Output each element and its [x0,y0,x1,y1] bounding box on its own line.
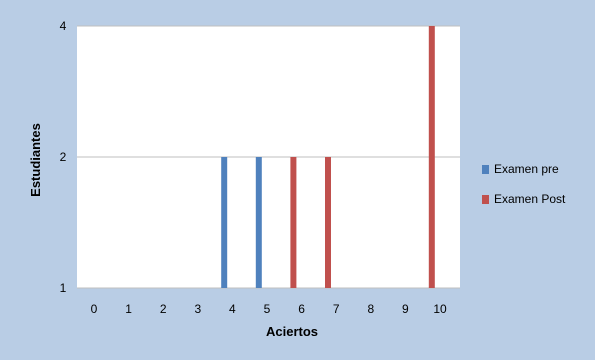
legend-swatch-examen-pre [482,165,489,174]
bar-examen-pre-2 [221,157,228,288]
x-tick-label-2: 2 [160,302,167,316]
x-tick-labels: 0 1 2 3 4 5 6 7 8 9 10 [91,302,447,316]
bar-examen-post-4 [290,157,297,288]
legend-swatch-examen-post [482,195,489,204]
gridlines [77,25,460,289]
y-tick-labels: 1 2 4 [60,19,67,295]
legend-label-examen-pre: Examen pre [494,162,559,176]
bar-examen-pre-3 [255,157,262,288]
x-axis-title: Aciertos [266,324,318,339]
bars [221,26,435,288]
y-tick-label-1: 1 [60,281,67,295]
legend: Examen pre Examen Post [482,162,566,206]
y-tick-label-4: 4 [60,19,67,33]
x-tick-label-9: 9 [402,302,409,316]
legend-label-examen-post: Examen Post [494,192,566,206]
y-tick-label-2: 2 [60,150,67,164]
bar-examen-post-8 [428,26,435,288]
x-tick-label-6: 6 [298,302,305,316]
bar-examen-post-5 [325,157,331,288]
x-tick-label-8: 8 [367,302,374,316]
x-tick-label-7: 7 [333,302,340,316]
x-tick-label-5: 5 [264,302,271,316]
x-tick-label-3: 3 [194,302,201,316]
x-tick-label-4: 4 [229,302,236,316]
x-tick-label-0: 0 [91,302,98,316]
x-tick-label-10: 10 [433,302,447,316]
y-axis-title: Estudiantes [28,123,43,197]
x-tick-label-1: 1 [125,302,132,316]
